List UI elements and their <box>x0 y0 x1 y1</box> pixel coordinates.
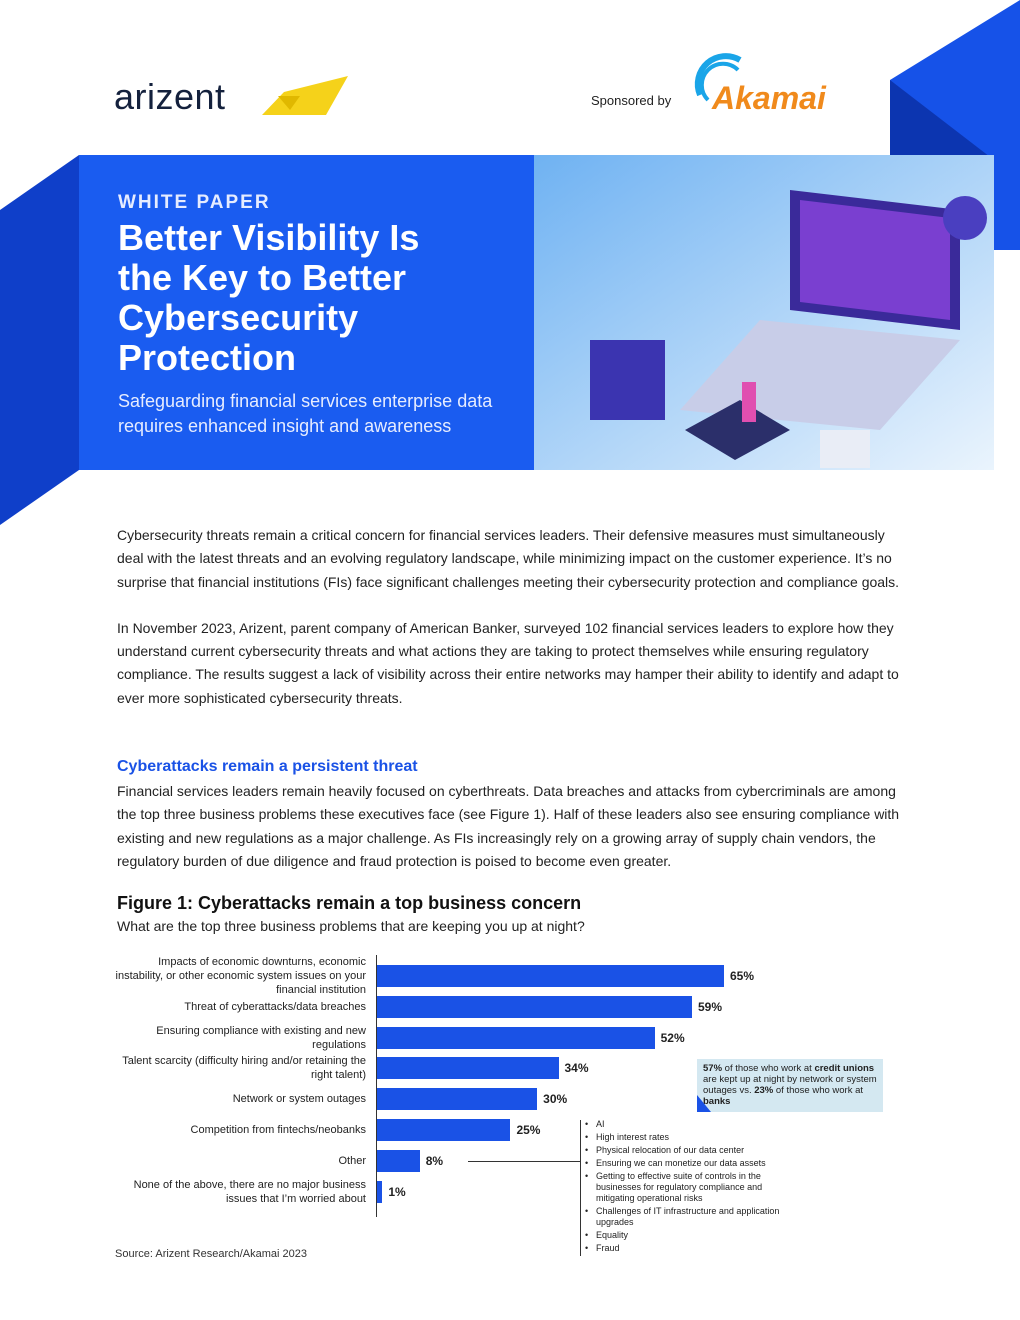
decoration <box>0 0 1020 525</box>
callout-part: of those who work at <box>722 1063 815 1074</box>
callout-part: 23% <box>754 1085 774 1096</box>
paragraph: Financial services leaders remain heavil… <box>117 783 900 869</box>
value-label: 25% <box>516 1123 541 1137</box>
source: Source: Arizent Research/Akamai 2023 <box>115 1248 307 1260</box>
category-label: Talent scarcity (difficulty hiring and/o… <box>122 1055 366 1082</box>
bar <box>377 1149 420 1172</box>
bar <box>377 1180 383 1203</box>
category-label: None of the above, there are no major bu… <box>133 1178 366 1205</box>
callout-part: banks <box>703 1096 731 1107</box>
bullet-item: Equality <box>585 1230 785 1241</box>
paragraph: Cybersecurity threats remain a critical … <box>117 527 900 590</box>
logo: arizent <box>114 76 226 117</box>
category-label: Network or system outages <box>232 1093 366 1106</box>
bar <box>377 1119 511 1141</box>
value-label: 59% <box>697 999 722 1014</box>
other-breakdown: AI High interest rates Physical relocation… <box>585 1119 785 1256</box>
bar <box>377 1088 538 1111</box>
callout-part: credit unions <box>814 1063 875 1074</box>
bar <box>377 965 724 987</box>
sponsor-label: Sponsored by <box>591 93 672 108</box>
bracket <box>580 1120 581 1256</box>
figure-question: What are the top three business problems… <box>117 918 585 934</box>
category-label: Impacts of economic downturns, economic … <box>115 956 366 996</box>
paragraph: In November 2023, Arizent, parent compan… <box>117 619 899 706</box>
bar <box>377 1057 559 1080</box>
value-label: 8% <box>425 1153 444 1168</box>
callout-part: of those who work at <box>773 1085 864 1096</box>
callout-part: 57% <box>703 1063 723 1074</box>
hero-title: Better Visibility Is the Key to Better C… <box>118 217 420 378</box>
value-label: 65% <box>730 969 755 983</box>
value-label: 30% <box>543 1092 568 1107</box>
intro: Cybersecurity threats remain a critical … <box>117 524 912 710</box>
hero-subtitle: Safeguarding financial services enterpri… <box>118 391 493 436</box>
sponsor-logo: Akamai <box>712 80 826 116</box>
bullet-item: AI <box>585 1119 785 1130</box>
category-label: Competition from fintechs/neobanks <box>190 1124 366 1136</box>
callout-part: are kept up at night by network or syste… <box>703 1074 877 1096</box>
callout: 57% of those who work at credit unions a… <box>697 1059 883 1112</box>
category-label: Threat of cyberattacks/data breaches <box>184 1000 366 1013</box>
bar <box>377 1026 655 1049</box>
bullet-item: High interest rates <box>585 1132 785 1143</box>
bullet-item: Getting to effective suite of controls i… <box>585 1171 785 1204</box>
value-label: 1% <box>388 1184 406 1199</box>
axis-line <box>376 955 377 1217</box>
bar <box>377 995 692 1018</box>
bullet-item: Challenges of IT infrastructure and appl… <box>585 1206 785 1228</box>
callout-text: 57% of those who work at credit unions a… <box>703 1063 877 1107</box>
bullet-item: Ensuring we can monetize our data assets <box>585 1158 785 1169</box>
section-heading: Cyberattacks remain a persistent threat <box>117 758 418 775</box>
category-label: Ensuring compliance with existing and ne… <box>156 1024 366 1051</box>
figure-title: Figure 1: Cyberattacks remain a top busi… <box>117 893 582 913</box>
value-label: 34% <box>564 1061 589 1076</box>
callout-pointer <box>697 1095 711 1112</box>
bullet-item: Physical relocation of our data center <box>585 1145 785 1156</box>
bullet-item: Fraud <box>585 1243 785 1254</box>
category-label: Other <box>338 1154 366 1167</box>
kicker: WHITE PAPER <box>118 192 271 213</box>
value-label: 52% <box>660 1030 685 1045</box>
connector <box>468 1161 580 1162</box>
